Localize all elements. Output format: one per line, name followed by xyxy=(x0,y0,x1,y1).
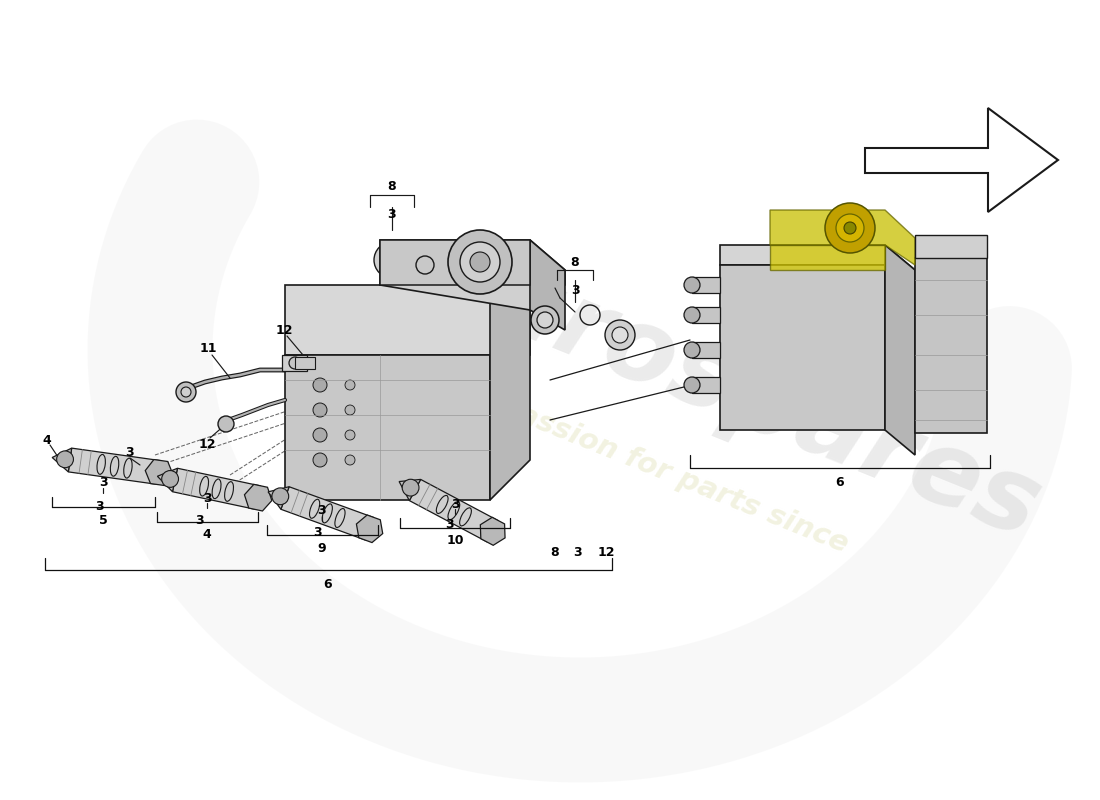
Circle shape xyxy=(218,416,234,432)
Polygon shape xyxy=(720,245,915,290)
Circle shape xyxy=(470,252,490,272)
Circle shape xyxy=(684,342,700,358)
Circle shape xyxy=(825,203,874,253)
Polygon shape xyxy=(379,240,530,285)
Circle shape xyxy=(403,479,419,496)
Circle shape xyxy=(448,230,512,294)
Polygon shape xyxy=(285,285,530,355)
Circle shape xyxy=(531,306,559,334)
Polygon shape xyxy=(915,235,987,258)
FancyBboxPatch shape xyxy=(692,342,720,358)
Polygon shape xyxy=(481,518,505,546)
Text: 11: 11 xyxy=(199,342,217,355)
Circle shape xyxy=(182,387,191,397)
Circle shape xyxy=(844,222,856,234)
Circle shape xyxy=(605,320,635,350)
Circle shape xyxy=(345,380,355,390)
Text: 3: 3 xyxy=(96,501,104,514)
Text: a passion for parts since: a passion for parts since xyxy=(468,382,852,558)
Circle shape xyxy=(345,405,355,415)
Text: 12: 12 xyxy=(597,546,615,559)
Text: 3: 3 xyxy=(196,514,205,526)
Circle shape xyxy=(314,453,327,467)
Polygon shape xyxy=(268,486,289,510)
Text: 3: 3 xyxy=(202,491,211,505)
Text: 3: 3 xyxy=(446,518,454,531)
Polygon shape xyxy=(145,459,173,486)
Text: 4: 4 xyxy=(202,529,211,542)
Polygon shape xyxy=(52,448,72,472)
Text: 3: 3 xyxy=(318,505,327,518)
Circle shape xyxy=(374,242,410,278)
Circle shape xyxy=(56,451,74,468)
Text: 10: 10 xyxy=(447,534,464,547)
Text: 12: 12 xyxy=(198,438,216,451)
Text: 8: 8 xyxy=(387,181,396,194)
Circle shape xyxy=(684,377,700,393)
Text: 4: 4 xyxy=(43,434,52,446)
Text: 6: 6 xyxy=(323,578,332,591)
Circle shape xyxy=(314,378,327,392)
Polygon shape xyxy=(409,479,498,542)
Text: 3: 3 xyxy=(574,546,582,559)
Circle shape xyxy=(176,382,196,402)
Circle shape xyxy=(345,430,355,440)
Polygon shape xyxy=(770,210,915,265)
Polygon shape xyxy=(720,265,886,430)
Circle shape xyxy=(162,470,178,487)
Circle shape xyxy=(272,488,288,505)
Text: 3: 3 xyxy=(125,446,134,459)
Circle shape xyxy=(387,255,397,265)
Polygon shape xyxy=(530,240,565,330)
FancyBboxPatch shape xyxy=(692,377,720,393)
Polygon shape xyxy=(157,468,177,492)
FancyBboxPatch shape xyxy=(692,277,720,293)
Circle shape xyxy=(684,277,700,293)
Polygon shape xyxy=(280,486,374,540)
Circle shape xyxy=(314,428,327,442)
FancyBboxPatch shape xyxy=(915,258,987,433)
Polygon shape xyxy=(68,448,161,485)
Text: 3: 3 xyxy=(99,477,108,490)
Polygon shape xyxy=(379,240,565,310)
Text: 3: 3 xyxy=(387,209,396,222)
Text: 5: 5 xyxy=(99,514,108,526)
Circle shape xyxy=(537,312,553,328)
Polygon shape xyxy=(173,468,261,510)
Text: 3: 3 xyxy=(451,498,460,510)
FancyBboxPatch shape xyxy=(295,357,315,369)
Circle shape xyxy=(836,214,864,242)
Text: eurospares: eurospares xyxy=(406,220,1054,560)
Polygon shape xyxy=(244,484,272,511)
Circle shape xyxy=(314,403,327,417)
Text: 3: 3 xyxy=(312,526,321,538)
Text: 3: 3 xyxy=(571,283,580,297)
Circle shape xyxy=(381,249,403,271)
FancyBboxPatch shape xyxy=(692,307,720,323)
Polygon shape xyxy=(399,479,420,501)
Circle shape xyxy=(460,242,500,282)
Text: 6: 6 xyxy=(836,475,845,489)
Circle shape xyxy=(612,327,628,343)
Text: 12: 12 xyxy=(275,323,293,337)
Text: 8: 8 xyxy=(551,546,559,559)
Polygon shape xyxy=(490,285,530,500)
Text: 9: 9 xyxy=(318,542,327,554)
Polygon shape xyxy=(886,245,915,455)
Circle shape xyxy=(684,307,700,323)
FancyBboxPatch shape xyxy=(282,355,307,371)
Polygon shape xyxy=(356,515,383,542)
Polygon shape xyxy=(285,355,490,500)
Circle shape xyxy=(345,455,355,465)
Text: 8: 8 xyxy=(571,255,580,269)
Circle shape xyxy=(289,357,301,369)
Polygon shape xyxy=(770,245,886,270)
